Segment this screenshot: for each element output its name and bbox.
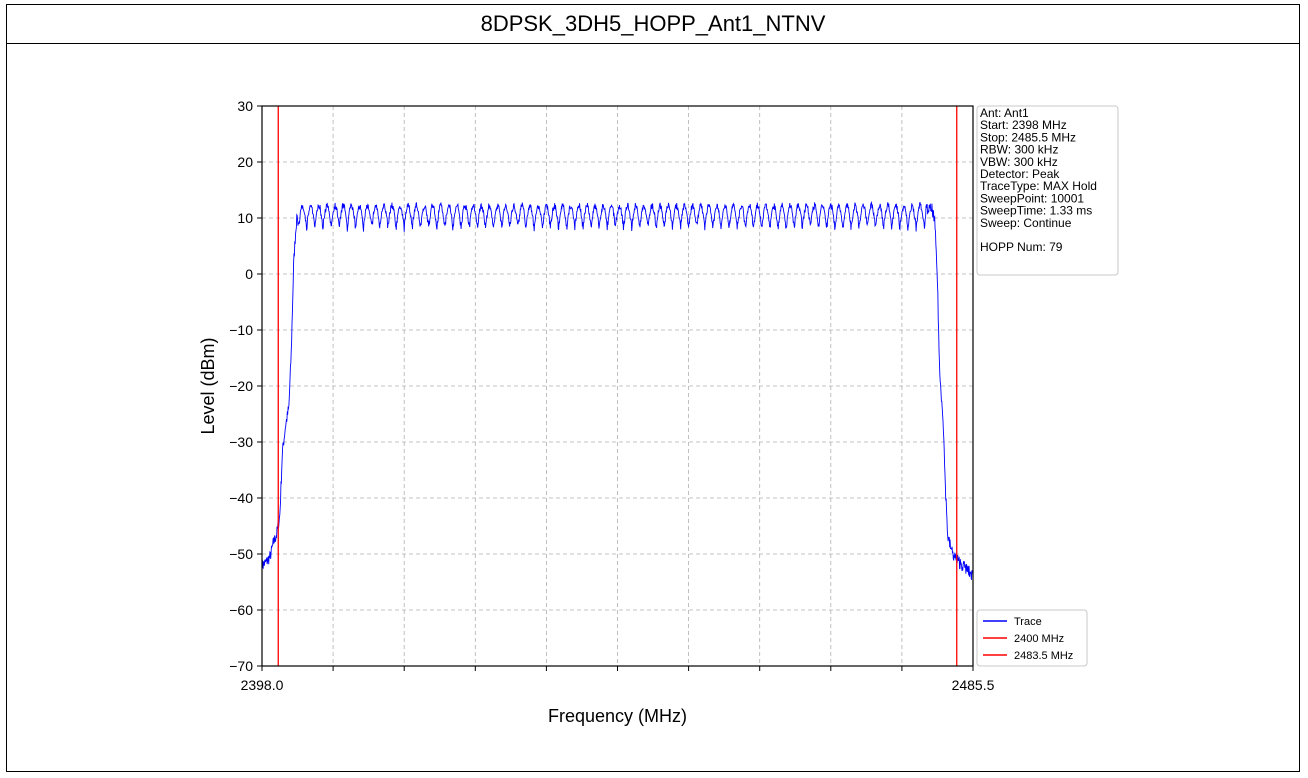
y-tick-label: −20 — [229, 378, 253, 394]
info-box-line: Stop: 2485.5 MHz — [980, 130, 1076, 144]
info-box-line: Detector: Peak — [980, 167, 1060, 181]
info-box-line: SweepTime: 1.33 ms — [980, 204, 1092, 218]
limit-line-layer — [277, 106, 958, 666]
y-tick-label: −10 — [229, 322, 253, 338]
y-tick-label: 0 — [245, 266, 253, 282]
page-title: 8DPSK_3DH5_HOPP_Ant1_NTNV — [7, 5, 1299, 44]
legend-frame — [976, 609, 1088, 667]
y-tick-label: −50 — [229, 546, 253, 562]
info-box-frame — [976, 105, 1119, 276]
trace-line — [261, 200, 974, 580]
info-box-line: Start: 2398 MHz — [980, 118, 1067, 132]
info-box-line: RBW: 300 kHz — [980, 143, 1058, 157]
x-axis-label: Frequency (MHz) — [548, 706, 687, 726]
info-box-line: SweepPoint: 10001 — [980, 191, 1084, 205]
axes-layer: 30 20 10 0 −10 −20 −30 −40 −50 −60 −70 2398.0 2485.5… — [198, 98, 995, 726]
grid-layer — [262, 106, 973, 666]
y-tick-label: 20 — [237, 154, 253, 170]
info-box-line: TraceType: MAX Hold — [980, 179, 1097, 193]
info-box-line: Sweep: Continue — [980, 216, 1072, 230]
trace-layer — [261, 200, 974, 580]
y-tick-label: −60 — [229, 602, 253, 618]
y-axis-label: Level (dBm) — [198, 337, 218, 434]
y-tick-label: −30 — [229, 434, 253, 450]
legend-label: Trace — [1014, 616, 1042, 628]
y-tick-label: 10 — [237, 210, 253, 226]
info-box-line: Ant: Ant1 — [980, 106, 1029, 120]
info-box-line: HOPP Num: 79 — [980, 240, 1063, 254]
x-tick-label: 2485.5 — [952, 677, 995, 693]
x-tick-label: 2398.0 — [241, 677, 284, 693]
info-box-line: VBW: 300 kHz — [980, 155, 1058, 169]
y-tick-label: 30 — [237, 98, 253, 114]
plot-frame — [261, 105, 974, 667]
y-tick-label: −70 — [229, 658, 253, 674]
legend-label: 2400 MHz — [1014, 633, 1064, 645]
y-tick-label: −40 — [229, 490, 253, 506]
legend: Trace 2400 MHz 2483.5 MHz — [976, 609, 1088, 667]
legend-label: 2483.5 MHz — [1014, 650, 1073, 662]
